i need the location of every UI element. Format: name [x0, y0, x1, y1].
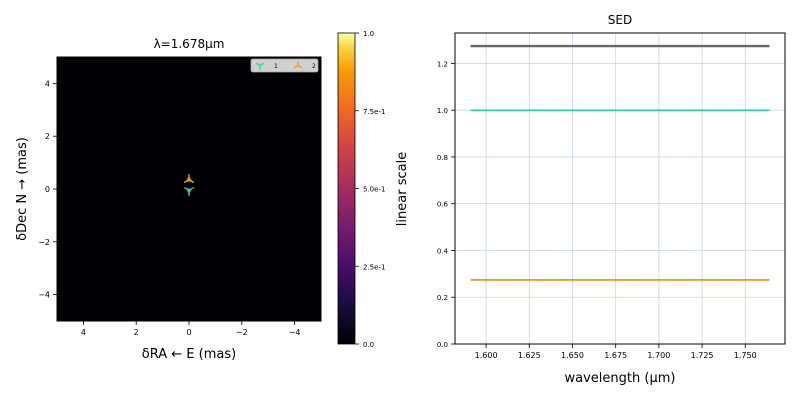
sed-x-tick-label: 1.725 [691, 351, 714, 360]
image-x-tick-label: 0 [186, 328, 191, 337]
image-y-tick-label: 0 [45, 185, 50, 194]
image-x-tick-label: 4 [81, 328, 86, 337]
sed-x-tick-label: 1.700 [647, 351, 670, 360]
sed-x-label: wavelength (μm) [565, 371, 676, 386]
legend-marker-2 [293, 60, 303, 69]
image-y-tick-label: −4 [38, 291, 50, 300]
sed-y-tick-label: 0.8 [437, 154, 448, 162]
sed-y-ticks: 0.0 0.2 0.4 0.6 0.8 1.0 1.2 [437, 60, 455, 349]
sed-x-ticks: 1.600 1.625 1.650 1.675 1.700 1.725 1.750 [475, 344, 757, 360]
sed-grid [455, 33, 785, 345]
colorbar [337, 32, 356, 345]
source-marker-1 [183, 187, 195, 197]
sed-x-tick-label: 1.650 [561, 351, 584, 360]
sed-x-tick-label: 1.625 [518, 351, 541, 360]
colorbar-tick-label: 5.0e-1 [363, 186, 385, 194]
sed-title: SED [608, 13, 632, 27]
marker-arm [188, 187, 195, 192]
image-x-tick-label: 2 [134, 328, 139, 337]
marker-arm [293, 64, 299, 69]
image-x-ticks: 4 2 0 −2 −4 [81, 321, 301, 337]
sed-y-tick-label: 0.0 [437, 341, 448, 349]
colorbar-label: linear scale [395, 152, 410, 226]
legend-box [250, 58, 319, 73]
image-y-label: δDec N → (mas) [15, 137, 30, 241]
sed-x-tick-label: 1.750 [734, 351, 757, 360]
legend-label: 2 [312, 63, 316, 70]
image-sources [183, 174, 195, 197]
sed-x-tick-label: 1.600 [475, 351, 498, 360]
image-x-label: δRA ← E (mas) [142, 347, 236, 362]
sed-y-tick-label: 0.6 [437, 201, 449, 209]
marker-arm [183, 179, 190, 183]
sed-y-tick-label: 1.0 [437, 107, 448, 115]
image-y-ticks: 4 2 0 −2 −4 [38, 79, 57, 300]
colorbar-tick-label: 7.5e-1 [363, 108, 385, 116]
legend-marker-1 [255, 62, 265, 71]
image-x-tick-label: −2 [236, 328, 248, 337]
sed-axes-frame [454, 32, 786, 345]
sed-series [470, 44, 770, 281]
colorbar-tick-label: 2.5e-1 [363, 263, 385, 271]
source-marker-2 [183, 174, 195, 183]
colorbar-tick-label: 0.0 [363, 341, 374, 349]
image-y-tick-label: 2 [45, 132, 50, 141]
marker-arm [259, 62, 265, 67]
sed-y-tick-label: 0.4 [437, 247, 449, 255]
sed-y-tick-label: 0.2 [437, 294, 448, 302]
colorbar-tick-label: 1.0 [363, 30, 374, 38]
sed-x-tick-label: 1.675 [604, 351, 627, 360]
image-y-tick-label: 4 [45, 79, 50, 88]
legend-label: 1 [274, 63, 278, 70]
colorbar-ticks: 0.0 2.5e-1 5.0e-1 7.5e-1 1.0 [355, 30, 385, 349]
marker-arm [183, 187, 190, 192]
image-title: λ=1.678μm [154, 37, 225, 51]
image-y-tick-label: −2 [38, 238, 50, 247]
sed-y-tick-label: 1.2 [437, 60, 448, 68]
image-x-tick-label: −4 [289, 328, 301, 337]
marker-arm [188, 179, 195, 183]
